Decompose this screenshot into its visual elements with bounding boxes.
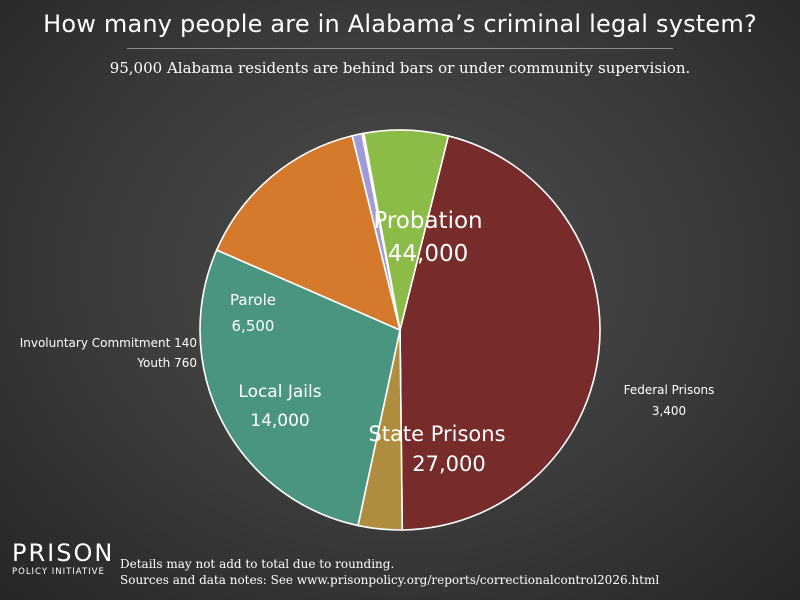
slice-label-local-jails: Local Jails — [238, 382, 321, 402]
slice-label-federal-prisons: Federal Prisons — [624, 383, 715, 397]
slice-state-prisons — [199, 249, 401, 527]
slice-label-probation: Probation — [373, 208, 482, 234]
title-divider — [127, 48, 673, 49]
rounding-note: Details may not add to total due to roun… — [120, 557, 395, 571]
chart-title: How many people are in Alabama’s crimina… — [43, 10, 757, 38]
slice-value-federal-prisons: 3,400 — [652, 404, 686, 418]
slice-value-state-prisons: 27,000 — [412, 452, 485, 476]
slice-local-jails — [215, 134, 401, 331]
slice-value-probation: 44,000 — [388, 241, 468, 267]
slice-value-local-jails: 14,000 — [250, 411, 309, 431]
slice-label-youth: Youth 760 — [136, 356, 197, 370]
chart-subtitle: 95,000 Alabama residents are behind bars… — [109, 59, 691, 77]
prison-policy-initiative-logo: PRISON POLICY INITIATIVE — [12, 540, 112, 578]
slice-label-involuntary-commitment: Involuntary Commitment 140 — [20, 336, 197, 350]
logo-word-policy-initiative: POLICY INITIATIVE — [12, 567, 105, 577]
slice-label-parole: Parole — [230, 291, 276, 309]
sources-note: Sources and data notes: See www.prisonpo… — [120, 573, 660, 587]
slice-value-parole: 6,500 — [232, 317, 275, 335]
footnote: Details may not add to total due to roun… — [120, 556, 659, 588]
slice-parole — [363, 129, 450, 331]
logo-word-prison: PRISON — [12, 539, 115, 567]
slice-probation — [399, 135, 601, 531]
slice-label-state-prisons: State Prisons — [368, 422, 505, 446]
